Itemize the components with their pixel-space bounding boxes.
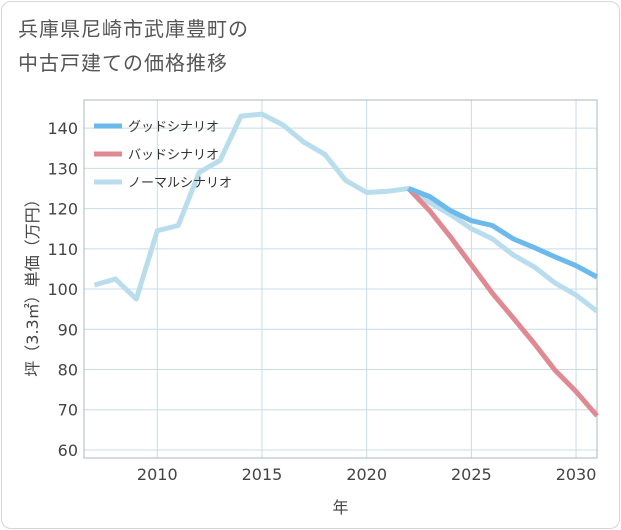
y-tick-label: 110 — [47, 240, 78, 259]
chart-title: 兵庫県尼崎市武庫豊町の 中古戸建ての価格推移 — [18, 12, 249, 80]
normal-scenario-line — [93, 111, 599, 314]
legend-label-normal: ノーマルシナリオ — [128, 176, 232, 191]
chart-title-line-1: 兵庫県尼崎市武庫豊町の — [18, 17, 249, 41]
y-axis-label: 坪（3.3㎡）単価（万円） — [23, 191, 42, 376]
x-tick-label: 2020 — [346, 465, 387, 484]
x-tick-label: 2015 — [242, 465, 283, 484]
legend-label-bad: バッドシナリオ — [128, 148, 219, 163]
plot-area-border — [83, 99, 598, 459]
x-tick-label: 2025 — [451, 465, 492, 484]
y-tick-label: 80 — [58, 361, 78, 380]
chart-title-line-2: 中古戸建ての価格推移 — [18, 51, 228, 75]
x-axis-ticks: 2010 2015 2020 2025 2030 — [137, 465, 596, 484]
y-tick-label: 70 — [58, 401, 78, 420]
y-tick-label: 130 — [47, 159, 78, 178]
y-tick-label: 120 — [47, 200, 78, 219]
grid-lines — [84, 100, 597, 458]
y-tick-label: 60 — [58, 441, 78, 460]
x-axis-label: 年 — [332, 498, 348, 517]
bad-scenario-line — [406, 186, 599, 418]
x-tick-label: 2010 — [137, 465, 178, 484]
x-tick-label: 2030 — [556, 465, 597, 484]
y-tick-label: 100 — [47, 280, 78, 299]
y-axis-ticks: 60 70 80 90 100 110 120 130 140 — [47, 119, 78, 460]
series-lines — [93, 111, 599, 418]
plot-border-rect — [83, 99, 598, 459]
legend-label-good: グッドシナリオ — [128, 120, 219, 135]
y-tick-label: 90 — [58, 320, 78, 339]
good-scenario-line — [407, 186, 599, 280]
y-tick-label: 140 — [47, 119, 78, 138]
